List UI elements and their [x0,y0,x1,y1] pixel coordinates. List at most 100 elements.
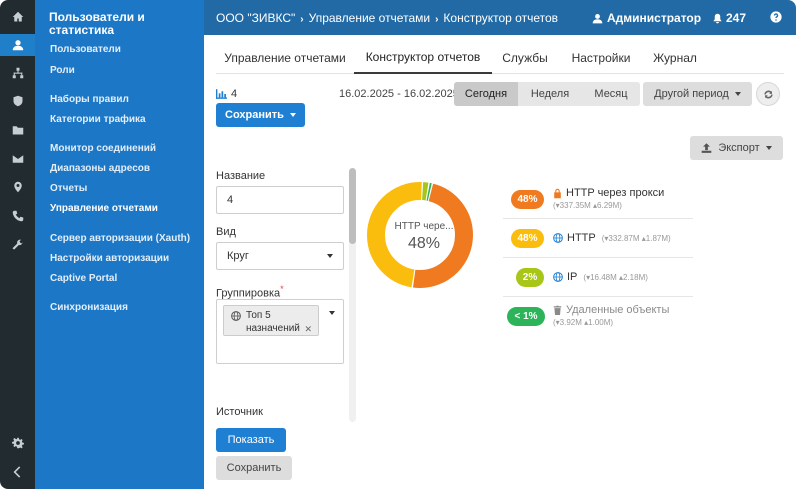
user-name: Администратор [607,11,702,25]
caret-down-icon [327,254,333,258]
phone-icon[interactable] [0,205,35,227]
icon-rail [0,0,35,489]
period-today-button[interactable]: Сегодня [454,82,518,106]
name-label: Название [216,170,266,182]
tab-settings[interactable]: Настройки [571,51,631,65]
grouping-multiselect[interactable]: Топ 5 назначений ✕ [216,299,344,364]
shield-icon[interactable] [0,90,35,112]
user-icon [592,13,603,23]
sidebar-nav: Пользователи и статистика Пользователи Р… [35,0,204,489]
save-button[interactable]: Сохранить [216,456,292,480]
legend-stats: (▾332.87M ▴1.87M) [601,233,671,243]
grouping-chip-label: Топ 5 назначений [246,310,300,334]
bar-chart-icon [216,89,227,99]
sidebar-item-auth-settings[interactable]: Настройки авторизации [50,253,170,264]
legend-row-http[interactable]: 48% HTTP (▾332.87M ▴1.87M) [503,219,693,258]
form-scrollbar[interactable] [349,168,356,422]
wrench-icon[interactable] [0,234,35,256]
legend-stats: (▾3.92M ▴1.00M) [553,318,614,327]
sidebar-item-sync[interactable]: Синхронизация [50,302,128,313]
caret-down-icon[interactable] [329,311,335,315]
save-dropdown-label: Сохранить [225,109,284,121]
other-period-label: Другой период [654,88,729,100]
export-label: Экспорт [718,142,760,154]
sidebar-item-users[interactable]: Пользователи [50,44,121,55]
grouping-label: Группировка* [216,284,284,300]
sidebar-item-reports[interactable]: Отчеты [50,183,88,194]
trash-icon [553,305,562,315]
caret-down-icon [734,92,741,96]
legend-label: HTTP (▾332.87M ▴1.87M) [553,232,671,244]
notifications-button[interactable]: 247 [712,11,746,25]
legend-label: Удаленные объекты [553,304,669,316]
legend-row-ip[interactable]: 2% IP (▾16.48M ▴2.18M) [503,258,693,297]
scrollbar-thumb[interactable] [349,168,356,244]
chart-center-value: 48% [407,235,441,252]
folder-icon[interactable] [0,119,35,141]
tab-services[interactable]: Службы [502,51,548,65]
view-select[interactable]: Круг [216,242,344,270]
sidebar-item-traffic-categories[interactable]: Категории трафика [50,114,146,125]
help-icon[interactable] [770,11,782,23]
lock-icon [554,188,561,198]
tab-report-management[interactable]: Управление отчетами [224,51,346,65]
top-bar: ООО "ЗИВКС" › Управление отчетами › Конструк… [204,0,796,35]
donut-chart [367,182,473,288]
sidebar-item-xauth-server[interactable]: Сервер авторизации (Xauth) [50,233,191,244]
sidebar-item-rulesets[interactable]: Наборы правил [50,94,129,105]
legend-pill: < 1% [507,307,545,326]
sidebar-item-connection-monitor[interactable]: Монитор соединений [50,143,157,154]
required-marker: * [280,284,284,294]
show-button[interactable]: Показать [216,428,286,452]
mail-icon[interactable] [0,148,35,170]
upload-icon [702,143,712,153]
network-icon[interactable] [0,62,35,84]
sidebar-item-address-ranges[interactable]: Диапазоны адресов [50,163,151,174]
breadcrumb-separator-icon: › [300,14,304,25]
legend-row-http-proxy[interactable]: 48% HTTP через прокси (▾337.35M ▴6.29M) [503,180,693,219]
other-period-dropdown[interactable]: Другой период [643,82,752,106]
export-button[interactable]: Экспорт [690,136,783,160]
view-select-value: Круг [227,250,249,262]
nav-section-title: Пользователи и статистика [49,10,145,37]
remove-chip-icon[interactable]: ✕ [304,324,312,334]
save-dropdown-button[interactable]: Сохранить [216,103,305,127]
legend-pill: 2% [516,268,544,287]
source-label: Источник [216,406,263,418]
sidebar-item-captive-portal[interactable]: Captive Portal [50,273,118,284]
notifications-count: 247 [726,11,747,25]
breadcrumb: ООО "ЗИВКС" › Управление отчетами › Конструк… [216,11,558,25]
globe-icon [553,233,563,243]
period-week-button[interactable]: Неделя [530,88,570,100]
refresh-button[interactable] [756,82,780,106]
legend-label: IP (▾16.48M ▴2.18M) [553,271,648,283]
legend-stats: (▾16.48M ▴2.18M) [583,272,648,282]
collapse-icon[interactable] [0,461,35,483]
breadcrumb-separator-icon: › [435,14,439,25]
donut-slice-1[interactable] [367,182,473,288]
grouping-chip[interactable]: Топ 5 назначений ✕ [223,305,319,336]
donut-slice-0[interactable] [367,182,473,288]
globe-icon [553,272,563,282]
sidebar-item-report-management[interactable]: Управление отчетами [50,203,158,214]
home-icon[interactable] [0,6,35,28]
breadcrumb-report-management[interactable]: Управление отчетами [308,11,431,25]
tab-journal[interactable]: Журнал [653,51,697,65]
breadcrumb-company[interactable]: ООО "ЗИВКС" [216,11,296,25]
report-id: 4 [216,88,237,100]
sidebar-item-roles[interactable]: Роли [50,65,75,76]
user-icon[interactable] [0,34,35,56]
settings-icon[interactable] [0,432,35,454]
legend-pill: 48% [511,229,544,248]
refresh-icon [763,89,773,99]
bell-icon [713,13,722,23]
map-pin-icon[interactable] [0,176,35,198]
legend-row-deleted[interactable]: < 1% Удаленные объекты (▾3.92M ▴1.00M) [503,297,693,336]
legend-stats: (▾337.35M ▴6.29M) [553,201,622,210]
user-menu[interactable]: Администратор [592,11,701,25]
date-range: 16.02.2025 - 16.02.2025 [339,88,459,100]
period-month-button[interactable]: Месяц [594,88,628,100]
name-field[interactable]: 4 [216,186,344,214]
tab-report-builder[interactable]: Конструктор отчетов [354,42,492,74]
